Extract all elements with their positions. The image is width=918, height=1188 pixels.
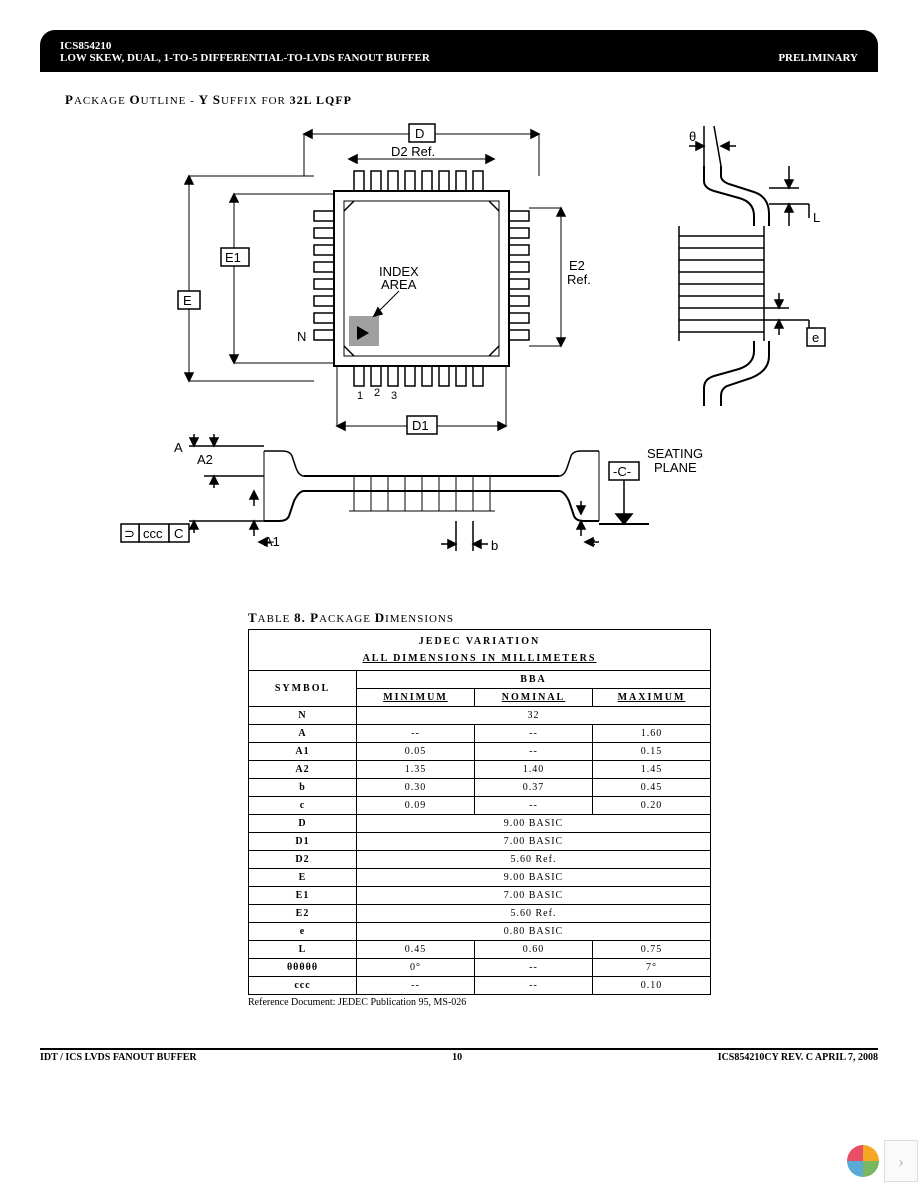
dim-D1: D1 [412, 418, 429, 433]
section-title: PACKAGE OUTLINE - Y SUFFIX FOR 32L LQFP [65, 92, 853, 108]
svg-text:-C-: -C- [613, 464, 631, 479]
svg-text:e: e [812, 330, 819, 345]
next-button[interactable]: › [884, 1140, 918, 1182]
svg-text:3: 3 [391, 390, 397, 402]
table-row: D25.60 Ref. [249, 851, 711, 869]
col-symbol: SYMBOL [249, 671, 357, 707]
page-footer: IDT / ICS LVDS FANOUT BUFFER 10 ICS85421… [40, 1048, 878, 1063]
table-row: e0.80 BASIC [249, 923, 711, 941]
table-row: A21.351.401.45 [249, 761, 711, 779]
col-max: MAXIMUM [593, 689, 711, 707]
header-right: PRELIMINARY [778, 52, 858, 64]
table-header-2: ALL DIMENSIONS IN MILLIMETERS [249, 650, 711, 671]
header-subtitle: LOW SKEW, DUAL, 1-TO-5 DIFFERENTIAL-TO-L… [60, 52, 430, 64]
svg-text:⊃: ⊃ [124, 526, 135, 541]
table-row: ccc----0.10 [249, 977, 711, 995]
col-min: MINIMUM [357, 689, 475, 707]
svg-text:E2: E2 [569, 258, 585, 273]
svg-text:C: C [174, 526, 183, 541]
table-row: θθθθθ0°--7° [249, 959, 711, 977]
table-row: L0.450.600.75 [249, 941, 711, 959]
svg-text:b: b [491, 538, 498, 553]
reference-doc: Reference Document: JEDEC Publication 95… [248, 997, 918, 1008]
svg-text:θ: θ [689, 129, 696, 144]
footer-right: ICS854210CY REV. C APRIL 7, 2008 [718, 1052, 878, 1063]
svg-text:1: 1 [357, 390, 363, 402]
svg-text:PLANE: PLANE [654, 460, 697, 475]
footer-center: 10 [452, 1052, 462, 1063]
table-row: c0.09--0.20 [249, 797, 711, 815]
dim-D: D [415, 126, 424, 141]
part-number: ICS854210 [60, 40, 858, 52]
svg-text:L: L [813, 210, 820, 225]
col-nom: NOMINAL [475, 689, 593, 707]
footer-left: IDT / ICS LVDS FANOUT BUFFER [40, 1052, 197, 1063]
table-row: E9.00 BASIC [249, 869, 711, 887]
table-row: N32 [249, 707, 711, 725]
dim-D2: D2 Ref. [391, 144, 435, 159]
nav-widget: › [842, 1140, 918, 1182]
logo-icon [842, 1140, 884, 1182]
table-title: TABLE 8. PACKAGE DIMENSIONS [248, 610, 918, 626]
table-header-1: JEDEC VARIATION [249, 630, 711, 651]
dim-E: E [183, 293, 192, 308]
table-row: D9.00 BASIC [249, 815, 711, 833]
svg-text:A: A [174, 440, 183, 455]
svg-text:SEATING: SEATING [647, 446, 703, 461]
col-bba: BBA [357, 671, 711, 689]
svg-text:Ref.: Ref. [567, 272, 591, 287]
table-row: A----1.60 [249, 725, 711, 743]
header-bar: ICS854210 LOW SKEW, DUAL, 1-TO-5 DIFFERE… [40, 30, 878, 72]
dim-N: N [297, 329, 306, 344]
table-row: D17.00 BASIC [249, 833, 711, 851]
table-row: b0.300.370.45 [249, 779, 711, 797]
svg-text:A2: A2 [197, 452, 213, 467]
svg-text:ccc: ccc [143, 526, 163, 541]
package-outline-figure: D D2 Ref. [65, 116, 853, 596]
svg-text:INDEXAREA: INDEXAREA [379, 264, 419, 292]
dimensions-table: JEDEC VARIATION ALL DIMENSIONS IN MILLIM… [248, 629, 711, 995]
dim-E1: E1 [225, 250, 241, 265]
table-row: E17.00 BASIC [249, 887, 711, 905]
svg-text:2: 2 [374, 387, 380, 399]
table-row: A10.05--0.15 [249, 743, 711, 761]
table-row: E25.60 Ref. [249, 905, 711, 923]
